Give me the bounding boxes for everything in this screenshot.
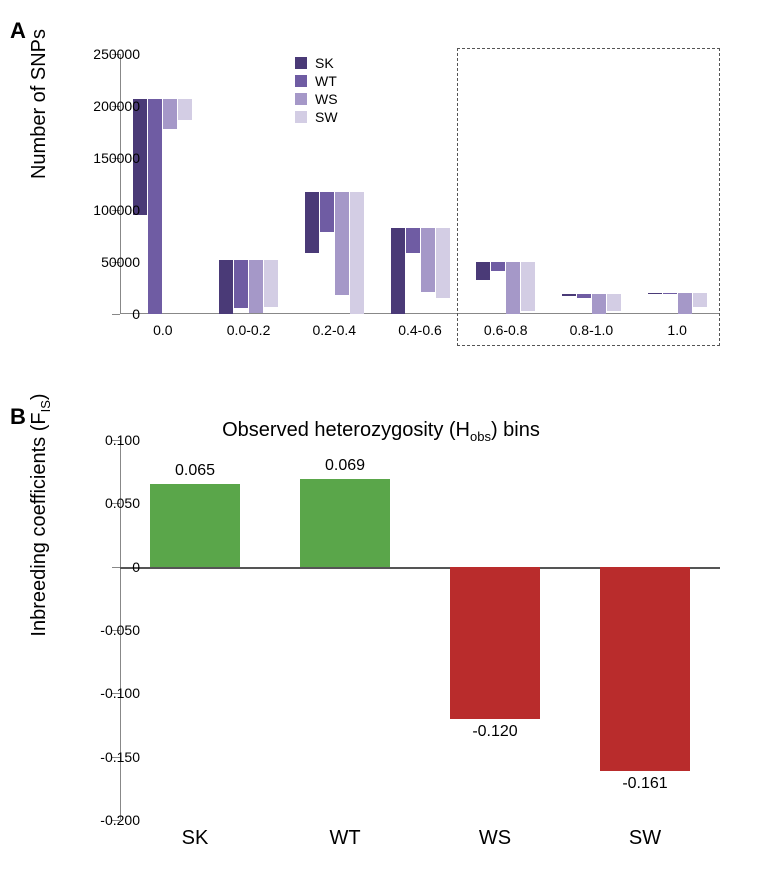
panel-a-bin-label: 0.0-0.2 — [219, 322, 278, 338]
legend-row-sk: SK — [295, 54, 338, 72]
panel-b-cat-label: SW — [600, 827, 690, 850]
panel-b-value-label: -0.161 — [600, 775, 690, 793]
panel-a-bar-sw — [521, 262, 535, 311]
panel-a-legend: SK WT WS SW — [295, 54, 338, 126]
panel-a-ytick-label: 150000 — [70, 150, 140, 166]
panel-a-bar-wt — [491, 262, 505, 271]
panel-a-ytick-label: 200000 — [70, 98, 140, 114]
panel-a-bar-wt — [234, 260, 248, 308]
legend-text: WS — [315, 91, 338, 107]
panel-a-ylabel: Number of SNPs — [28, 29, 51, 179]
panel-a-bin-label: 0.4-0.6 — [391, 322, 450, 338]
panel-a-bar-ws — [335, 192, 349, 295]
panel-a-bar-wt — [406, 228, 420, 253]
panel-a-bin: 0.2-0.4 — [305, 192, 364, 314]
panel-a-bar-sk — [648, 293, 662, 294]
panel-a-plot-area: SK WT WS SW 0.0 0.0-0.2 0.2-0.4 0.4-0.6 0.6-0.8… — [120, 54, 720, 314]
panel-b-bar-sk — [150, 484, 240, 566]
panel-a-bin: 0.0-0.2 — [219, 260, 278, 314]
panel-a-bar-ws — [421, 228, 435, 292]
panel-a-bar-ws — [678, 293, 692, 314]
legend-swatch-icon — [295, 75, 307, 87]
panel-b-plot-area: 0.065SK0.069WT-0.120WS-0.161SW — [120, 440, 720, 820]
panel-a-bar-sk — [476, 262, 490, 280]
panel-a-bin: 0.0 — [133, 99, 192, 314]
panel-a-ytick-label: 250000 — [70, 46, 140, 62]
panel-b-bar-ws — [450, 567, 540, 719]
panel-a: Number of SNPs SKWTWSSW 0.00.0-0.20.2-0.… — [10, 44, 752, 374]
panel-a-bin-label: 1.0 — [648, 322, 707, 338]
panel-b-bar-sw — [600, 567, 690, 771]
panel-a-ytick-label: 0 — [70, 306, 140, 322]
panel-a-bin: 0.6-0.8 — [476, 262, 535, 314]
panel-b-ytick-label: -0.150 — [70, 749, 140, 765]
panel-a-bar-ws — [592, 294, 606, 314]
panel-a-bar-sw — [264, 260, 278, 307]
panel-a-bar-ws — [506, 262, 520, 314]
panel-a-bar-sw — [350, 192, 364, 314]
panel-a-bar-ws — [249, 260, 263, 313]
panel-a-bar-sk — [562, 294, 576, 296]
panel-b-value-label: 0.065 — [150, 462, 240, 480]
panel-a-bar-sw — [607, 294, 621, 311]
panel-a-bar-wt — [663, 293, 677, 294]
panel-a-bar-wt — [148, 99, 162, 314]
panel-a-yaxis — [120, 54, 121, 314]
panel-b-cat-label: SK — [150, 827, 240, 850]
legend-swatch-icon — [295, 57, 307, 69]
panel-a-bar-ws — [163, 99, 177, 129]
panel-a-bin: 1.0 — [648, 293, 707, 314]
legend-text: WT — [315, 73, 337, 89]
panel-a-bin-label: 0.2-0.4 — [305, 322, 364, 338]
panel-a-bin-label: 0.0 — [133, 322, 192, 338]
panel-b-cat-label: WS — [450, 827, 540, 850]
legend-text: SK — [315, 55, 334, 71]
panel-b-ytick-label: -0.050 — [70, 622, 140, 638]
panel-b-bar-wt — [300, 479, 390, 566]
panel-b-ytick-label: 0.100 — [70, 432, 140, 448]
panel-a-bar-sk — [305, 192, 319, 252]
panel-b-ytick-label: 0.050 — [70, 495, 140, 511]
panel-a-bin-label: 0.6-0.8 — [476, 322, 535, 338]
legend-swatch-icon — [295, 93, 307, 105]
panel-b-ytick-label: -0.200 — [70, 812, 140, 828]
legend-text: SW — [315, 109, 338, 125]
panel-a-bar-wt — [320, 192, 334, 232]
legend-swatch-icon — [295, 111, 307, 123]
panel-b-ylabel: Inbreeding coefficients (FIS) — [28, 393, 53, 636]
panel-a-bar-sw — [436, 228, 450, 299]
legend-row-sw: SW — [295, 108, 338, 126]
panel-b-ytick-label: -0.100 — [70, 685, 140, 701]
panel-b: Inbreeding coefficients (FIS) 0.065SK0.0… — [10, 430, 752, 870]
panel-a-bar-sw — [693, 293, 707, 307]
legend-row-wt: WT — [295, 72, 338, 90]
panel-a-bin-label: 0.8-1.0 — [562, 322, 621, 338]
panel-a-bin: 0.8-1.0 — [562, 294, 621, 314]
panel-a-ytick-label: 100000 — [70, 202, 140, 218]
panel-b-ytick-label: 0 — [70, 559, 140, 575]
panel-a-bar-wt — [577, 294, 591, 298]
panel-a-label: A — [10, 18, 752, 44]
panel-a-bin: 0.4-0.6 — [391, 228, 450, 314]
panel-a-bar-sk — [391, 228, 405, 314]
panel-a-ytick-label: 50000 — [70, 254, 140, 270]
panel-a-bar-sk — [219, 260, 233, 314]
panel-a-bar-sw — [178, 99, 192, 120]
legend-row-ws: WS — [295, 90, 338, 108]
panel-b-value-label: 0.069 — [300, 457, 390, 475]
panel-b-cat-label: WT — [300, 827, 390, 850]
panel-b-value-label: -0.120 — [450, 723, 540, 741]
